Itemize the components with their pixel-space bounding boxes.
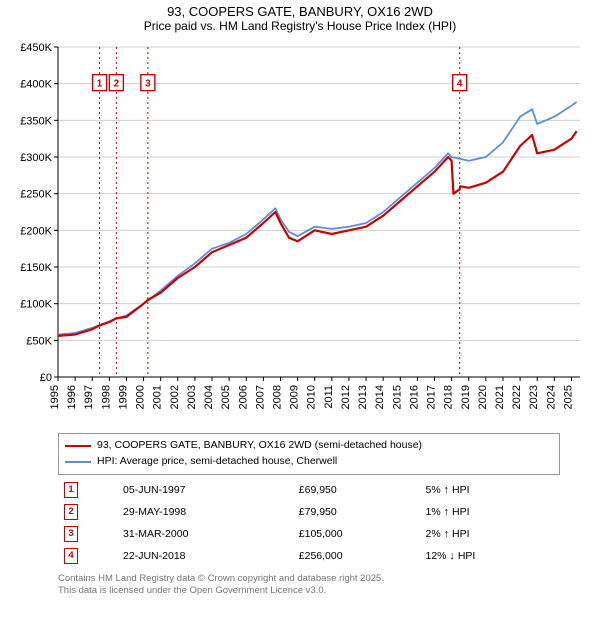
svg-text:£250K: £250K xyxy=(20,189,52,201)
event-row: 2 29-MAY-1998£79,9501% ↑ HPI xyxy=(58,501,560,523)
events-table: 1 05-JUN-1997£69,9505% ↑ HPI 2 29-MAY-1998£… xyxy=(58,479,560,567)
event-date: 29-MAY-1998 xyxy=(117,501,293,523)
svg-text:2013: 2013 xyxy=(357,385,369,409)
chart-title: 93, COOPERS GATE, BANBURY, OX16 2WD xyxy=(0,0,600,19)
svg-text:£100K: £100K xyxy=(20,299,52,311)
svg-text:2009: 2009 xyxy=(289,385,301,409)
svg-text:2: 2 xyxy=(114,79,120,90)
svg-text:2020: 2020 xyxy=(477,385,489,409)
footer-line-2: This data is licensed under the Open Gov… xyxy=(58,585,560,597)
svg-text:£450K: £450K xyxy=(20,42,52,54)
event-marker: 3 xyxy=(64,526,78,542)
svg-text:2015: 2015 xyxy=(391,385,403,409)
svg-text:2019: 2019 xyxy=(460,385,472,409)
legend: 93, COOPERS GATE, BANBURY, OX16 2WD (sem… xyxy=(58,433,560,475)
event-date: 31-MAR-2000 xyxy=(117,523,293,545)
legend-label: 93, COOPERS GATE, BANBURY, OX16 2WD (sem… xyxy=(97,438,422,454)
event-date: 22-JUN-2018 xyxy=(117,545,293,567)
event-delta: 1% ↑ HPI xyxy=(419,501,560,523)
event-row: 4 22-JUN-2018£256,00012% ↓ HPI xyxy=(58,545,560,567)
event-delta: 5% ↑ HPI xyxy=(419,479,560,501)
svg-text:2001: 2001 xyxy=(152,385,164,409)
svg-text:1: 1 xyxy=(97,79,103,90)
event-price: £256,000 xyxy=(293,545,420,567)
svg-text:1997: 1997 xyxy=(83,385,95,409)
svg-text:2000: 2000 xyxy=(135,385,147,409)
svg-text:£400K: £400K xyxy=(20,79,52,91)
svg-text:2007: 2007 xyxy=(254,385,266,409)
svg-text:3: 3 xyxy=(145,79,151,90)
svg-text:2016: 2016 xyxy=(408,385,420,409)
svg-text:2021: 2021 xyxy=(494,385,506,409)
svg-text:2011: 2011 xyxy=(323,385,335,409)
svg-text:2022: 2022 xyxy=(511,385,523,409)
svg-text:2002: 2002 xyxy=(169,385,181,409)
svg-text:1996: 1996 xyxy=(66,385,78,409)
svg-text:1998: 1998 xyxy=(100,385,112,409)
footer-line-1: Contains HM Land Registry data © Crown c… xyxy=(58,573,560,585)
svg-text:2014: 2014 xyxy=(374,385,386,409)
chart-area: £0 £50K £100K £150K £200K £250K £300K £350K £400… xyxy=(0,37,600,427)
event-date: 05-JUN-1997 xyxy=(117,479,293,501)
svg-text:2005: 2005 xyxy=(220,385,232,409)
event-marker: 2 xyxy=(64,504,78,520)
svg-text:1999: 1999 xyxy=(117,385,129,409)
legend-swatch xyxy=(65,461,91,463)
svg-text:£300K: £300K xyxy=(20,152,52,164)
svg-text:£0: £0 xyxy=(40,372,52,384)
svg-text:2023: 2023 xyxy=(528,385,540,409)
event-row: 1 05-JUN-1997£69,9505% ↑ HPI xyxy=(58,479,560,501)
chart-svg: £0 £50K £100K £150K £200K £250K £300K £350K £400… xyxy=(0,37,600,427)
event-price: £105,000 xyxy=(293,523,420,545)
legend-swatch xyxy=(65,445,91,447)
legend-label: HPI: Average price, semi-detached house,… xyxy=(97,454,337,470)
svg-text:4: 4 xyxy=(457,79,463,90)
svg-text:2017: 2017 xyxy=(426,385,438,409)
event-id: 4 xyxy=(58,545,117,567)
svg-text:2012: 2012 xyxy=(340,385,352,409)
footer-attribution: Contains HM Land Registry data © Crown c… xyxy=(58,573,560,598)
event-id: 3 xyxy=(58,523,117,545)
svg-text:2010: 2010 xyxy=(306,385,318,409)
svg-text:2025: 2025 xyxy=(562,385,574,409)
event-marker: 4 xyxy=(64,548,78,564)
svg-text:£200K: £200K xyxy=(20,225,52,237)
svg-text:2006: 2006 xyxy=(237,385,249,409)
event-id: 2 xyxy=(58,501,117,523)
svg-text:£350K: £350K xyxy=(20,115,52,127)
event-delta: 12% ↓ HPI xyxy=(419,545,560,567)
legend-item: 93, COOPERS GATE, BANBURY, OX16 2WD (sem… xyxy=(65,438,553,454)
svg-text:2024: 2024 xyxy=(545,385,557,409)
legend-item: HPI: Average price, semi-detached house,… xyxy=(65,454,553,470)
event-price: £69,950 xyxy=(293,479,420,501)
svg-text:£50K: £50K xyxy=(26,335,52,347)
svg-text:2018: 2018 xyxy=(443,385,455,409)
svg-text:2003: 2003 xyxy=(186,385,198,409)
chart-subtitle: Price paid vs. HM Land Registry's House … xyxy=(0,19,600,37)
svg-text:1995: 1995 xyxy=(49,385,61,409)
svg-text:£150K: £150K xyxy=(20,262,52,274)
event-price: £79,950 xyxy=(293,501,420,523)
event-delta: 2% ↑ HPI xyxy=(419,523,560,545)
event-marker: 1 xyxy=(64,482,78,498)
svg-text:2008: 2008 xyxy=(271,385,283,409)
svg-text:2004: 2004 xyxy=(203,385,215,409)
event-id: 1 xyxy=(58,479,117,501)
event-row: 3 31-MAR-2000£105,0002% ↑ HPI xyxy=(58,523,560,545)
